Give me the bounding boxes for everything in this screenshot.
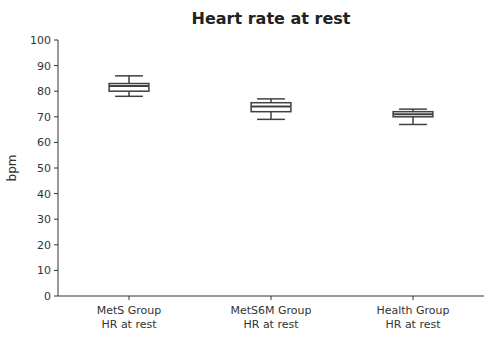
y-axis-label: bpm — [5, 155, 19, 182]
y-tick-label: 30 — [37, 213, 51, 226]
box — [251, 103, 291, 112]
box-group — [393, 109, 433, 124]
y-tick-label: 90 — [37, 60, 51, 73]
y-tick-label: 60 — [37, 136, 51, 149]
boxes — [109, 76, 433, 125]
y-tick-label: 10 — [37, 264, 51, 277]
whisker-low — [270, 112, 272, 120]
x-tick-label: MetS6M GroupHR at rest — [230, 304, 311, 331]
y-tick-label: 50 — [37, 162, 51, 175]
y-tick-label: 100 — [30, 34, 51, 47]
cap-low — [399, 124, 427, 126]
x-tick — [413, 296, 414, 300]
y-tick — [54, 116, 58, 117]
x-tick-label: MetS GroupHR at rest — [97, 304, 162, 331]
y-tick-label: 20 — [37, 239, 51, 252]
median — [393, 113, 433, 115]
y-tick-label: 40 — [37, 188, 51, 201]
y-tick-label: 70 — [37, 111, 51, 124]
x-tick-label: Health GroupHR at rest — [376, 304, 449, 331]
axes: 0 10 20 30 40 50 60 70 80 90 100 MetS GroupHR at re… — [30, 34, 484, 331]
y-tick — [54, 296, 58, 297]
box-group — [251, 99, 291, 119]
chart: 0 10 20 30 40 50 60 70 80 90 100 MetS GroupHR at re… — [0, 0, 500, 358]
y-tick-label: 80 — [37, 85, 51, 98]
cap-low — [115, 96, 143, 98]
y-tick-label: 0 — [44, 290, 51, 303]
whisker-high — [128, 76, 130, 84]
y-tick — [54, 219, 58, 220]
cap-low — [257, 119, 285, 121]
y-tick — [54, 142, 58, 143]
whisker-low — [128, 91, 130, 96]
x-tick — [271, 296, 272, 300]
y-tick — [54, 270, 58, 271]
chart-container: 0 10 20 30 40 50 60 70 80 90 100 MetS GroupHR at re… — [0, 0, 500, 358]
cap-high — [257, 98, 285, 100]
y-tick — [54, 65, 58, 66]
x-tick — [129, 296, 130, 300]
y-tick — [54, 244, 58, 245]
y-tick — [54, 193, 58, 194]
cap-high — [399, 108, 427, 110]
box — [393, 112, 433, 117]
whisker-low — [412, 117, 414, 125]
y-tick — [54, 40, 58, 41]
title: Heart rate at rest — [192, 9, 351, 28]
cap-high — [115, 75, 143, 77]
y-tick — [54, 91, 58, 92]
box — [109, 84, 149, 92]
y-tick — [54, 168, 58, 169]
median — [251, 106, 291, 108]
box-group — [109, 76, 149, 96]
median — [109, 85, 149, 87]
